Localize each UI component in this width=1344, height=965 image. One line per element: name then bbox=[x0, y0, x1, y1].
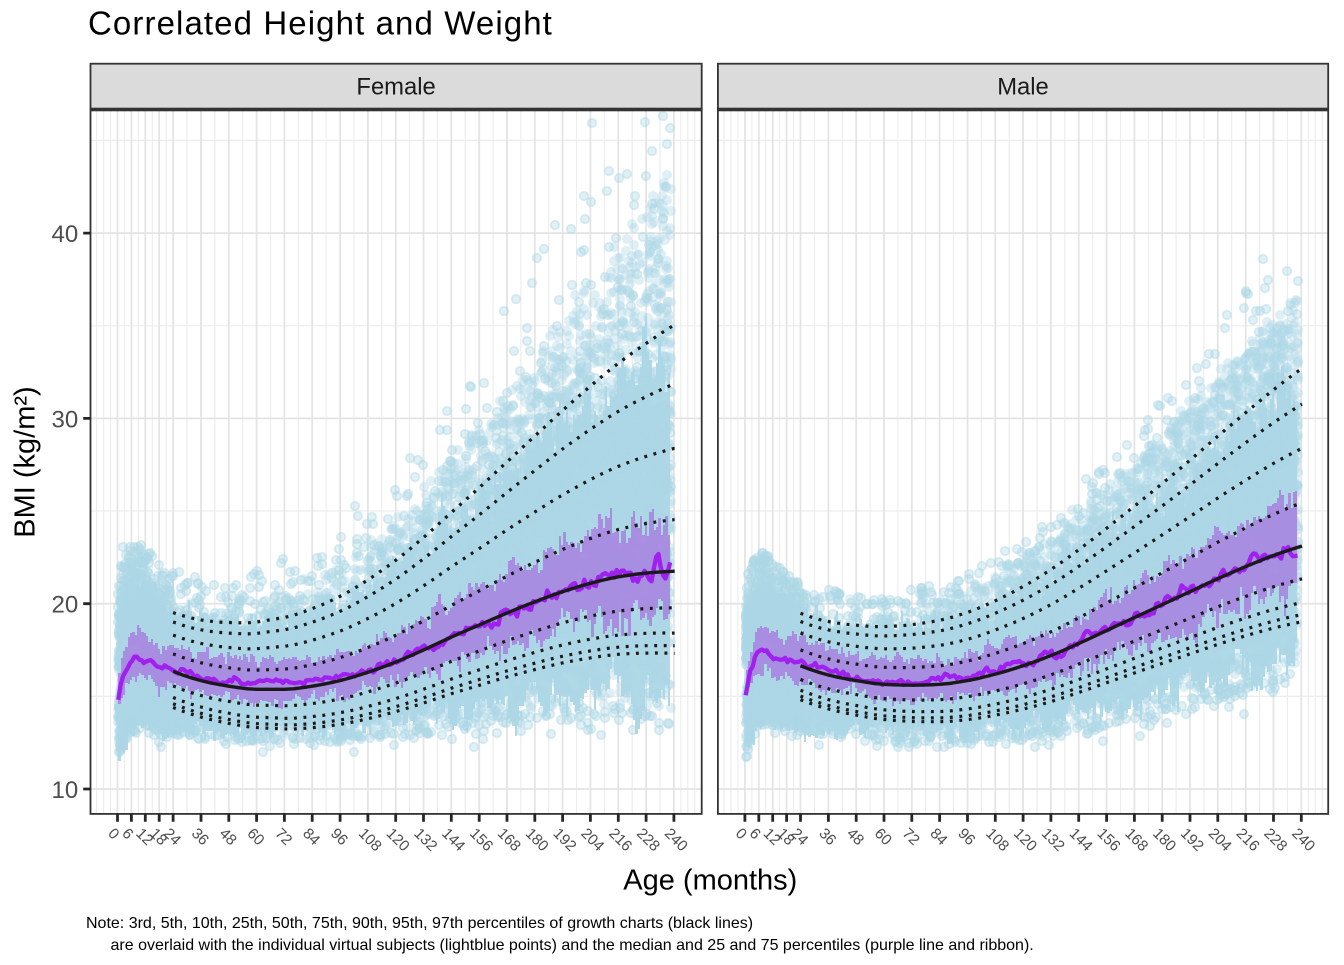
svg-text:Age (months): Age (months) bbox=[623, 864, 797, 896]
svg-text:are overlaid with the individu: are overlaid with the individual virtual… bbox=[111, 937, 1034, 954]
svg-text:Female: Female bbox=[356, 74, 435, 101]
svg-text:10: 10 bbox=[51, 777, 78, 804]
svg-text:30: 30 bbox=[51, 406, 78, 433]
svg-text:Male: Male bbox=[997, 74, 1049, 101]
svg-text:Correlated Height and Weight: Correlated Height and Weight bbox=[88, 5, 553, 42]
svg-text:BMI (kg/m²): BMI (kg/m²) bbox=[10, 386, 42, 537]
svg-text:Note: 3rd, 5th, 10th, 25th, 50: Note: 3rd, 5th, 10th, 25th, 50th, 75th, … bbox=[86, 915, 753, 932]
svg-text:20: 20 bbox=[51, 592, 78, 619]
svg-text:40: 40 bbox=[51, 221, 78, 248]
